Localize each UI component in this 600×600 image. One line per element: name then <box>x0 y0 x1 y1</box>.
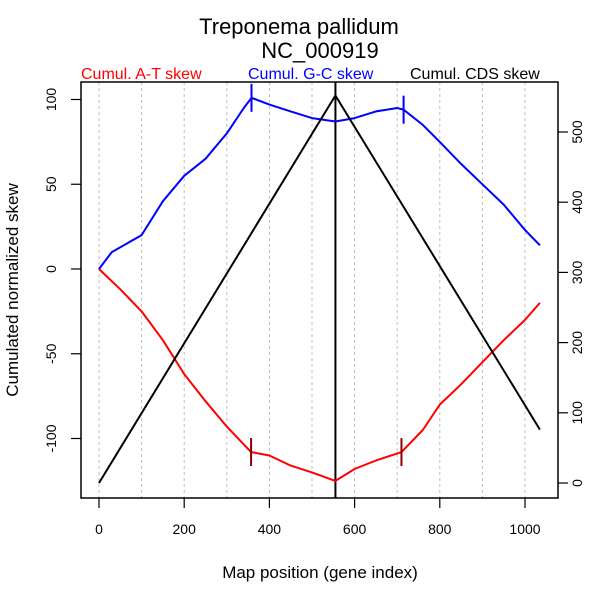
x-axis-label: Map position (gene index) <box>222 563 418 582</box>
y-right-tick-label: 200 <box>569 331 585 355</box>
y-left-tick-label: -50 <box>43 343 59 363</box>
y-left-tick-label: -100 <box>43 424 59 452</box>
x-tick-label: 600 <box>343 521 367 537</box>
y-right-tick-label: 300 <box>569 261 585 285</box>
y-right-tick-label: 100 <box>569 401 585 425</box>
x-tick-label: 200 <box>173 521 197 537</box>
x-tick-label: 400 <box>258 521 282 537</box>
y-axis-right: 0 100 200 300 400 500 <box>558 120 585 487</box>
y-axis-left: -100 -50 0 50 100 <box>43 88 81 453</box>
x-axis: 0 200 400 600 800 1000 <box>95 498 541 537</box>
y-axis-label: Cumulated normalized skew <box>3 183 22 397</box>
legend-cds-skew: Cumul. CDS skew <box>410 66 540 83</box>
plot-frame <box>80 81 559 499</box>
at-skew-line <box>98 268 541 482</box>
y-right-tick-label: 400 <box>569 190 585 214</box>
chart-subtitle: NC_000919 <box>261 38 378 63</box>
y-right-tick-label: 0 <box>569 479 585 487</box>
legend-at-skew: Cumul. A-T skew <box>81 66 202 83</box>
legend-gc-skew: Cumul. G-C skew <box>248 66 374 83</box>
chart-title: Treponema pallidum <box>199 14 399 39</box>
y-left-tick-label: 50 <box>43 176 59 192</box>
grid-lines <box>98 82 526 498</box>
series-group <box>98 82 541 498</box>
cds-skew-line <box>98 94 541 484</box>
gc-skew-line <box>98 96 541 270</box>
y-left-tick-label: 100 <box>43 88 59 112</box>
x-tick-label: 0 <box>95 521 103 537</box>
y-left-tick-label: 0 <box>43 265 59 273</box>
y-right-tick-label: 500 <box>569 120 585 144</box>
x-tick-label: 800 <box>428 521 452 537</box>
x-tick-label: 1000 <box>509 521 540 537</box>
